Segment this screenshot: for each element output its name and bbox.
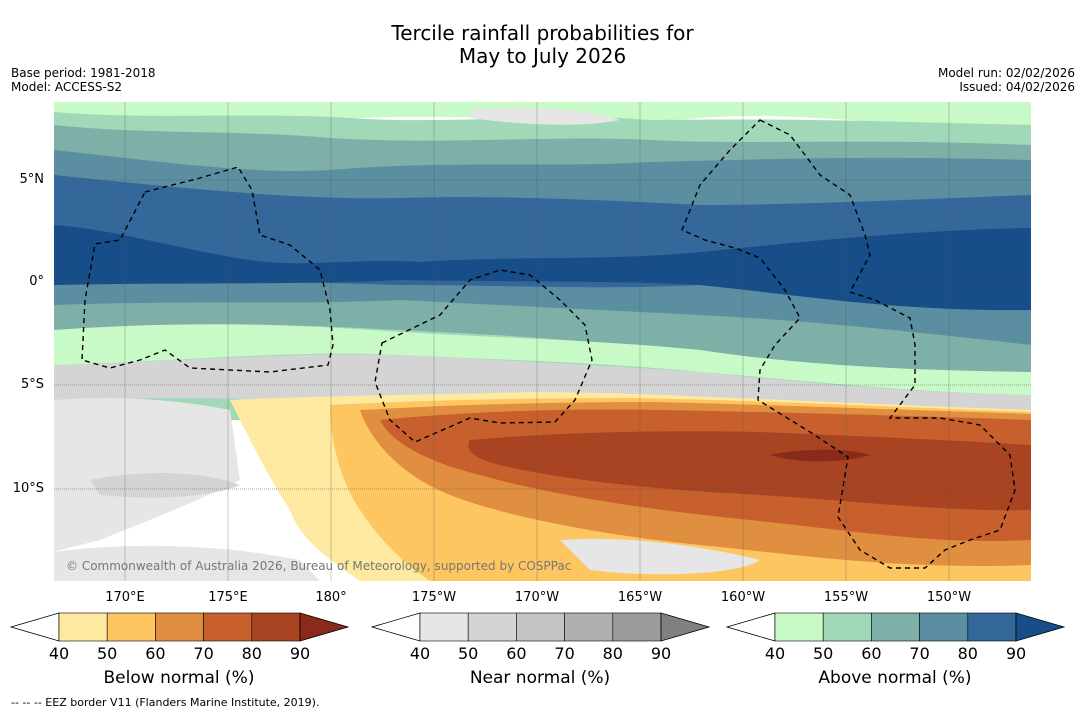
lon-label-170e: 170°E: [105, 590, 145, 605]
colorbar-below-tick: 90: [289, 644, 311, 663]
model-run-date: Model run: 02/02/2026: [937, 66, 1075, 80]
model-name: Model: ACCESS-S2: [11, 80, 123, 94]
colorbar-above-tick: 80: [957, 644, 978, 663]
colorbar-below-tick: 50: [97, 644, 118, 663]
eez-borders: [81, 119, 1016, 569]
map-gridlines: [54, 102, 1031, 581]
colorbar-below-tick: 80: [241, 644, 262, 663]
lon-label-170w: 170°W: [514, 590, 560, 605]
base-period: Base period: 1981-2018: [11, 66, 156, 80]
map-title-line2: May to July 2026: [458, 44, 627, 68]
colorbar-above-tick: 50: [813, 644, 834, 663]
near-normal-label: Near normal (%): [469, 668, 611, 688]
below-normal-label: Below normal (%): [103, 668, 255, 688]
colorbar-near-tick: 50: [458, 644, 479, 663]
lat-label-5s: 5°S: [20, 377, 44, 392]
colorbar-above-tick: 70: [909, 644, 930, 663]
colorbar-near-tick: 90: [650, 644, 672, 663]
lon-label-160w: 160°W: [720, 590, 766, 605]
lat-label-10s: 10°S: [12, 481, 44, 496]
colorbar-near-tick: 70: [554, 644, 575, 663]
colorbar-near-tick: 40: [409, 644, 431, 663]
lat-label-5n: 5°N: [19, 172, 45, 187]
lat-label-0: 0°: [29, 274, 44, 289]
above-normal-label: Above normal (%): [818, 668, 972, 688]
map-title-line1: Tercile rainfall probabilities for: [391, 21, 694, 45]
colorbar-below-tick: 60: [145, 644, 166, 663]
issued-date: Issued: 04/02/2026: [959, 80, 1075, 94]
colorbar-near-tick: 80: [602, 644, 623, 663]
lon-label-175w: 175°W: [411, 590, 457, 605]
colorbar-below-tick: 40: [48, 644, 70, 663]
colorbar-above-tick: 90: [1005, 644, 1027, 663]
colorbar-above-tick: 60: [861, 644, 882, 663]
lon-label-180: 180°: [315, 590, 347, 605]
eez-border-legend: -- -- -- EEZ border V11 (Flanders Marine…: [11, 696, 320, 709]
probability-fill-layer: [54, 102, 1031, 581]
lon-label-150w: 150°W: [926, 590, 972, 605]
lon-label-175e: 175°E: [208, 590, 248, 605]
colorbar-below-tick: 70: [193, 644, 214, 663]
lon-label-165w: 165°W: [617, 590, 663, 605]
lon-label-155w: 155°W: [823, 590, 869, 605]
map-copyright: © Commonwealth of Australia 2026, Bureau…: [66, 559, 571, 573]
colorbar-above-tick: 40: [764, 644, 786, 663]
colorbar-near-tick: 60: [506, 644, 527, 663]
